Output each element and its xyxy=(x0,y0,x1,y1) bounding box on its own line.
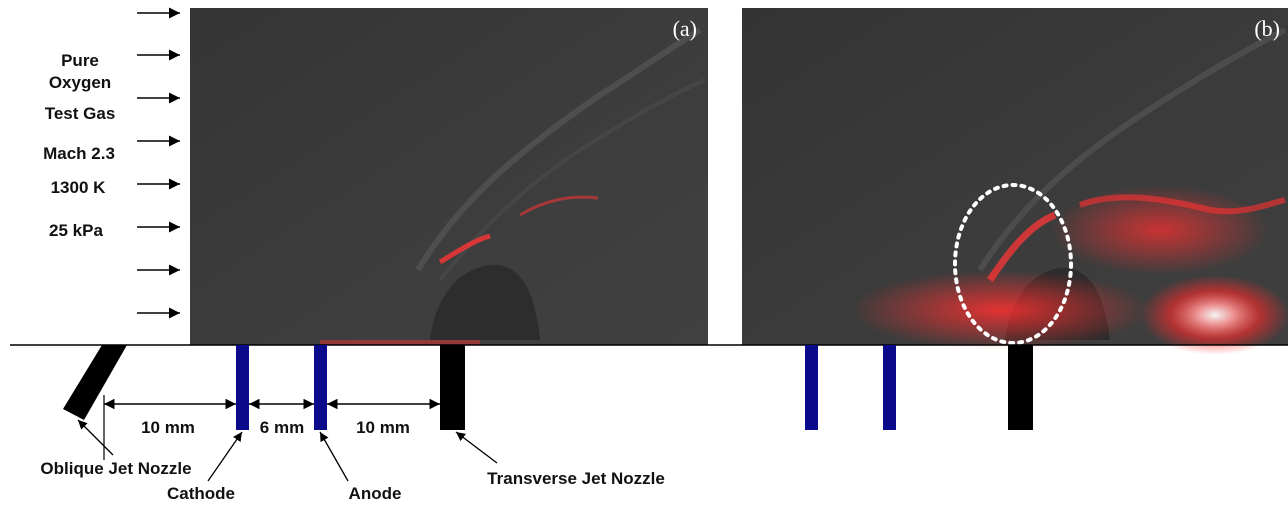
transverse-jet-nozzle-b xyxy=(1008,345,1033,430)
anode-electrode-b xyxy=(883,345,896,430)
panel-a-tag: (a) xyxy=(673,16,697,41)
condition-line: Pure xyxy=(61,51,99,70)
label-transverse-jet-nozzle: Transverse Jet Nozzle xyxy=(487,469,665,488)
leader-line xyxy=(319,431,349,482)
hardware-a: 10 mm 6 mm 10 mm Oblique Jet Nozzle Cath… xyxy=(40,345,665,503)
hardware-b xyxy=(805,345,1033,430)
condition-line: 25 kPa xyxy=(49,221,103,240)
cathode-electrode xyxy=(236,345,249,430)
oblique-jet-nozzle xyxy=(63,345,127,420)
anode-electrode xyxy=(314,345,327,430)
test-conditions: Pure Oxygen Test Gas Mach 2.3 1300 K 25 … xyxy=(43,51,115,240)
panel-b-shock-line xyxy=(977,27,1287,272)
label-cathode: Cathode xyxy=(167,484,235,503)
label-oblique-jet-nozzle: Oblique Jet Nozzle xyxy=(40,459,191,478)
dimension-label: 6 mm xyxy=(260,418,304,437)
flow-arrows xyxy=(137,7,180,319)
panel-a-emission xyxy=(438,233,491,265)
condition-line: Test Gas xyxy=(45,104,116,123)
panel-b: (b) xyxy=(742,8,1288,355)
panel-a: (a) xyxy=(190,8,708,345)
panel-b-emission-core xyxy=(1140,275,1288,355)
condition-line: Mach 2.3 xyxy=(43,144,115,163)
dimension-label: 10 mm xyxy=(356,418,410,437)
leader-line xyxy=(455,431,498,464)
label-anode: Anode xyxy=(349,484,402,503)
transverse-jet-nozzle xyxy=(440,345,465,430)
cathode-electrode-b xyxy=(805,345,818,430)
panel-b-emission-cloud xyxy=(850,270,1150,350)
condition-line: 1300 K xyxy=(51,178,107,197)
panel-a-emission-2 xyxy=(519,195,599,217)
dimension-label: 10 mm xyxy=(141,418,195,437)
panel-b-emission-streak-2 xyxy=(1078,194,1286,215)
leader-line xyxy=(207,431,243,482)
panel-a-jet-plume xyxy=(430,264,540,340)
leader-line xyxy=(77,419,114,456)
panel-b-tag: (b) xyxy=(1254,16,1280,41)
panel-b-highlight-ellipse xyxy=(953,183,1073,345)
panel-b-emission-upper xyxy=(1050,185,1270,275)
panel-a-wall-glow xyxy=(320,340,480,345)
panel-a-image xyxy=(190,8,708,345)
panel-a-shock-line xyxy=(415,27,702,272)
panel-b-emission-streak xyxy=(987,211,1057,282)
condition-line: Oxygen xyxy=(49,73,111,92)
